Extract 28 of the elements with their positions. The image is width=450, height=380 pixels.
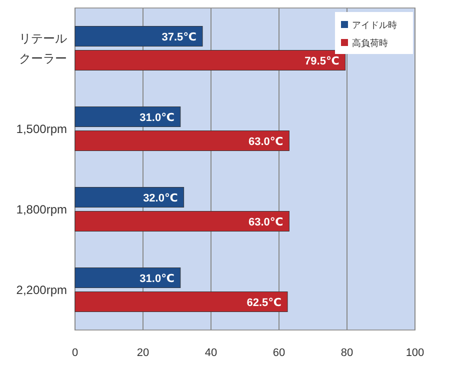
- x-tick-label: 0: [72, 347, 78, 359]
- bar: [74, 187, 184, 208]
- y-tick-label: 1,800rpm: [16, 202, 67, 216]
- bar: [74, 106, 181, 127]
- data-label: 32.0℃: [143, 192, 178, 204]
- data-label: 63.0℃: [248, 136, 284, 148]
- data-label: 63.0℃: [248, 216, 284, 228]
- y-tick-label: リテールクーラー: [19, 31, 67, 66]
- data-label: 62.5℃: [246, 296, 282, 309]
- y-tick-label: 1,500rpm: [16, 122, 67, 136]
- bar: [74, 50, 346, 70]
- legend-label: アイドル時: [352, 20, 397, 30]
- bar: [74, 211, 290, 232]
- y-tick-label: 2,200rpm: [16, 282, 67, 297]
- x-tick-label: 80: [340, 347, 354, 359]
- data-label: 37.5℃: [162, 31, 196, 44]
- data-label: 31.0℃: [140, 272, 174, 285]
- data-label: 79.5℃: [304, 55, 340, 68]
- x-tick-label: 60: [272, 347, 286, 359]
- x-tick-label: 100: [406, 347, 424, 359]
- bar: [74, 292, 288, 312]
- bar: [74, 26, 203, 46]
- bar: [74, 268, 181, 288]
- bar: [74, 130, 290, 151]
- x-tick-label: 20: [136, 347, 150, 359]
- legend-label: 高負荷時: [352, 38, 388, 48]
- x-tick-label: 40: [204, 347, 218, 359]
- data-label: 31.0℃: [140, 112, 174, 124]
